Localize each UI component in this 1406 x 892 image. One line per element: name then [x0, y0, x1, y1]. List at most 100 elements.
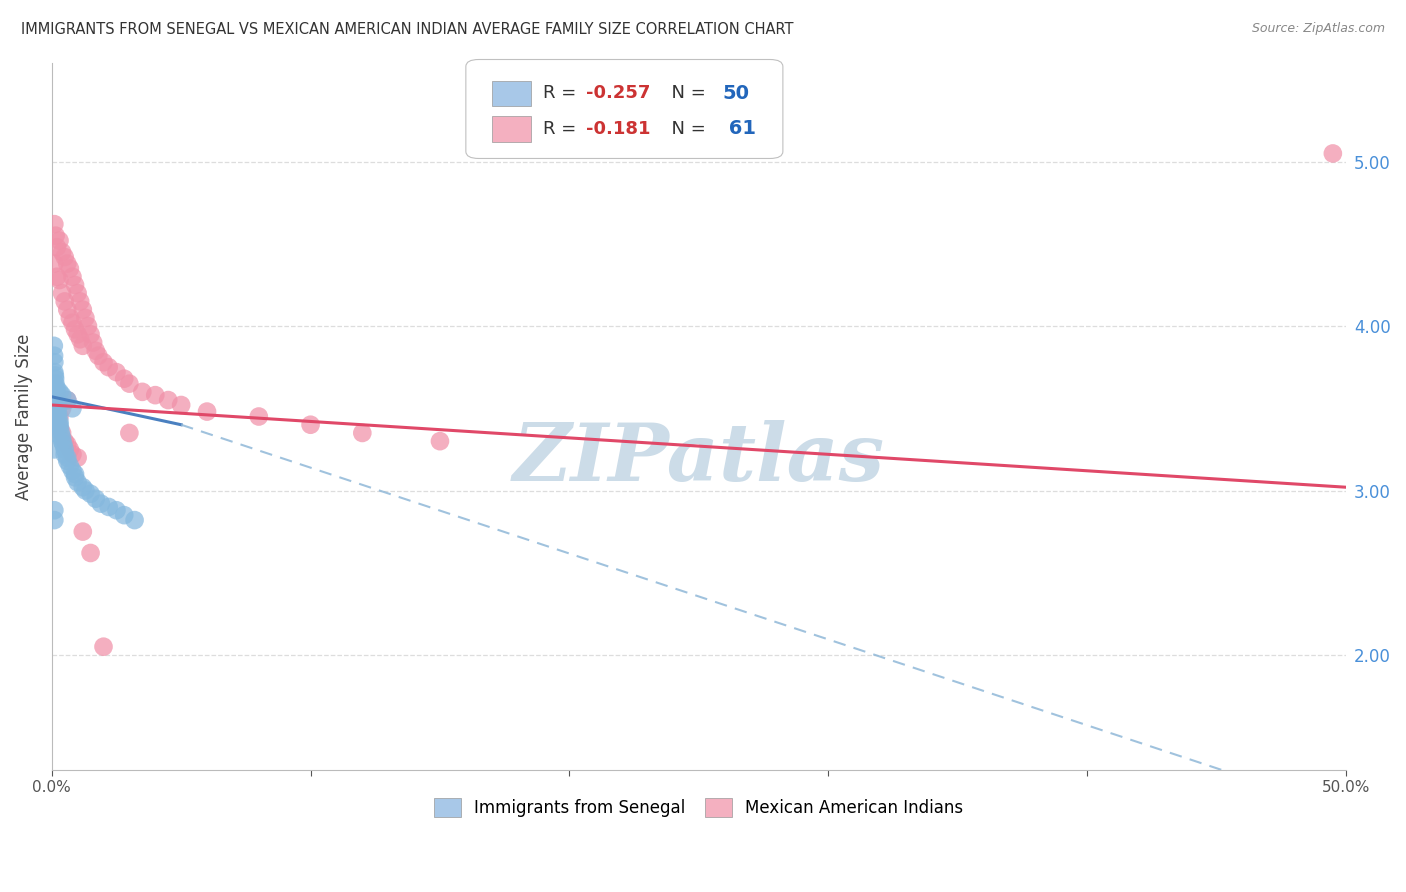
Point [118, 376, 141, 391]
Text: 61: 61 [723, 120, 756, 138]
Point [48, 417, 70, 432]
Text: Source: ZipAtlas.com: Source: ZipAtlas.com [1251, 22, 1385, 36]
Point [62, 401, 84, 416]
Point [44, 425, 66, 440]
Point [53, 434, 76, 449]
Point [87, 349, 110, 363]
Point [44, 257, 66, 271]
Point [56, 437, 79, 451]
Point [112, 372, 135, 386]
Point [45, 393, 67, 408]
Point [66, 450, 89, 465]
Point [52, 437, 75, 451]
Point [124, 513, 146, 527]
Point [56, 393, 79, 408]
Point [48, 384, 70, 399]
Text: N =: N = [659, 85, 711, 103]
Point [90, 497, 112, 511]
Point [51, 286, 73, 301]
Point [66, 475, 89, 490]
Point [79, 327, 101, 342]
Text: R =: R = [544, 120, 588, 137]
Point [44, 513, 66, 527]
Point [75, 310, 97, 325]
Point [66, 327, 89, 342]
Point [72, 524, 94, 539]
Point [51, 388, 73, 402]
Point [45, 384, 67, 399]
Point [45, 269, 67, 284]
Point [170, 398, 193, 412]
Point [42, 339, 65, 353]
Point [44, 368, 66, 383]
Point [49, 421, 72, 435]
Point [112, 508, 135, 523]
Point [72, 302, 94, 317]
Point [62, 269, 84, 284]
Text: N =: N = [659, 120, 711, 137]
Point [62, 316, 84, 330]
Text: 50: 50 [723, 84, 749, 103]
Point [53, 442, 76, 457]
Point [44, 442, 66, 457]
Point [51, 431, 73, 445]
Point [77, 319, 100, 334]
Text: -0.181: -0.181 [586, 120, 651, 137]
Point [46, 404, 69, 418]
Point [51, 425, 73, 440]
Point [93, 355, 115, 369]
Point [44, 372, 66, 386]
Point [62, 447, 84, 461]
Point [429, 434, 451, 449]
FancyBboxPatch shape [465, 60, 783, 159]
Point [72, 339, 94, 353]
Point [93, 640, 115, 654]
Point [97, 500, 120, 514]
Point [75, 483, 97, 498]
Point [44, 365, 66, 379]
Point [143, 388, 166, 402]
Point [97, 360, 120, 375]
Point [79, 487, 101, 501]
Point [1322, 146, 1344, 161]
Point [44, 376, 66, 391]
Point [56, 393, 79, 408]
Point [48, 273, 70, 287]
Text: -0.257: -0.257 [586, 85, 651, 103]
Point [48, 409, 70, 424]
Bar [492, 80, 530, 106]
Legend: Immigrants from Senegal, Mexican American Indians: Immigrants from Senegal, Mexican America… [426, 789, 972, 825]
Point [44, 355, 66, 369]
Point [48, 234, 70, 248]
Point [56, 257, 79, 271]
Point [46, 409, 69, 424]
Point [44, 217, 66, 231]
Point [63, 277, 86, 292]
Point [48, 414, 70, 428]
Point [48, 421, 70, 435]
Point [53, 294, 76, 309]
Point [56, 302, 79, 317]
Point [118, 425, 141, 440]
Point [51, 434, 73, 449]
Point [59, 261, 82, 276]
Y-axis label: Average Family Size: Average Family Size [15, 334, 32, 500]
Point [62, 464, 84, 478]
Point [53, 250, 76, 264]
Point [84, 491, 107, 506]
Point [59, 458, 82, 473]
Point [84, 343, 107, 358]
Point [51, 401, 73, 416]
Point [59, 442, 82, 457]
Point [105, 365, 128, 379]
Point [69, 294, 91, 309]
Point [45, 382, 67, 396]
Point [79, 546, 101, 560]
Point [53, 447, 76, 461]
Point [157, 393, 180, 408]
Point [59, 310, 82, 325]
Point [49, 425, 72, 440]
Point [45, 240, 67, 254]
Point [72, 480, 94, 494]
Point [56, 450, 79, 465]
